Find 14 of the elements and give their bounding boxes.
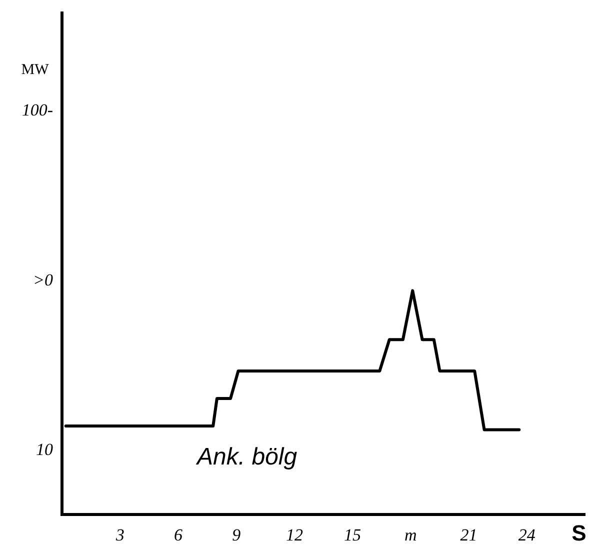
y-tick-label: 10 (36, 440, 54, 459)
x-tick-label: 6 (174, 525, 183, 544)
y-axis-title: MW (21, 62, 50, 78)
y-tick-label: 100- (22, 100, 54, 120)
x-tick-label: 12 (286, 525, 304, 544)
x-tick-label: 21 (460, 525, 478, 544)
x-tick-label: 9 (232, 525, 242, 544)
x-tick-label: 15 (344, 525, 362, 544)
x-tick-label: 24 (518, 525, 536, 544)
annotation: Ank. bölg (195, 443, 298, 470)
y-tick-label: >0 (33, 270, 54, 290)
x-axis-title: S (572, 520, 586, 546)
x-tick-label: m (404, 525, 417, 544)
x-tick-label: 3 (114, 525, 124, 544)
